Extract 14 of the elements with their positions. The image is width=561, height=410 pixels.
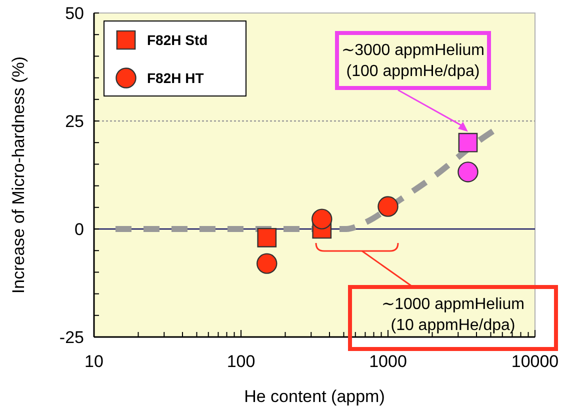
- x-tick-label: 1000: [369, 352, 407, 371]
- x-tick-label: 10: [84, 352, 104, 371]
- legend-label: F82H HT: [147, 70, 204, 86]
- y-tick-label: -25: [59, 328, 84, 347]
- annotation: ∼3000 appmHelium (100 appmHe/dpa): [342, 42, 484, 80]
- x-tick-label: 100: [226, 352, 256, 371]
- x-tick-label: 10000: [511, 352, 559, 371]
- annotation: ∼1000 appmHelium (10 appmHe/dpa): [382, 296, 524, 334]
- y-tick-label: 50: [65, 4, 84, 23]
- y-axis-title: Increase of Micro-hardness (%): [9, 56, 28, 294]
- y-tick-label: 0: [74, 220, 84, 239]
- x-axis-title: He content (appm): [244, 387, 385, 406]
- y-tick-label: 25: [65, 112, 84, 131]
- legend-label: F82H Std: [147, 32, 208, 48]
